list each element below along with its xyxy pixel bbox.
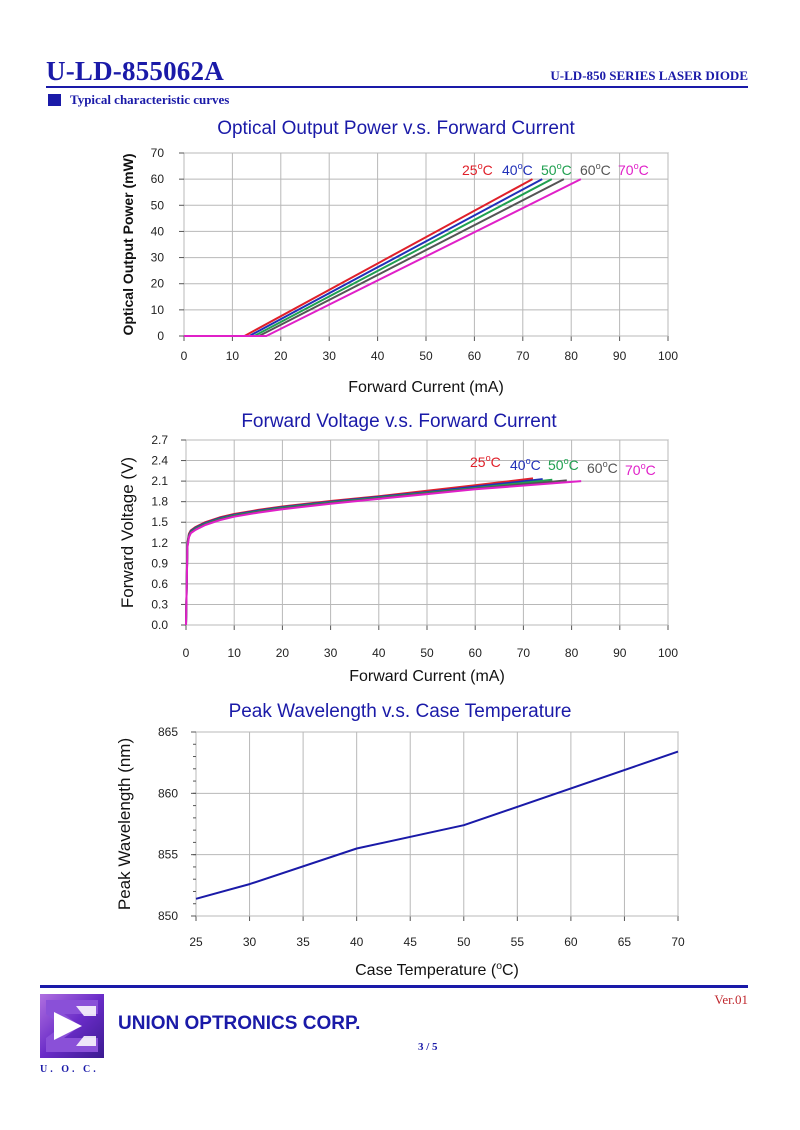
section-bullet-icon — [48, 94, 61, 106]
peak-wavelength-chart: 25 30 35 40 45 50 55 60 65 70 850 855 860 865 Peak Wav… — [115, 701, 685, 979]
footer-rule — [40, 985, 748, 988]
x-tick-label: 10 — [228, 646, 242, 660]
x-tick-label: 45 — [404, 935, 418, 949]
legend-entry: 50oC — [541, 161, 572, 178]
y-axis-label: Forward Voltage (V) — [118, 457, 137, 608]
y-tick-label: 2.7 — [151, 433, 168, 447]
x-tick-label: 50 — [419, 349, 433, 363]
x-tick-label: 80 — [565, 349, 579, 363]
y-tick-label: 0.9 — [151, 556, 168, 570]
x-tick-label: 10 — [226, 349, 240, 363]
y-tick-label: 30 — [151, 251, 165, 265]
y-tick-label: 1.5 — [151, 515, 168, 529]
x-tick-label: 100 — [658, 646, 678, 660]
legend-entry: 70oC — [618, 161, 649, 178]
x-tick-label: 35 — [296, 935, 310, 949]
series-label: U-LD-850 SERIES LASER DIODE — [550, 68, 748, 83]
legend-entry: 50oC — [548, 456, 579, 473]
x-tick-label: 90 — [613, 646, 627, 660]
y-tick-label: 860 — [158, 786, 178, 800]
y-axis-label: Optical Output Power (mW) — [120, 154, 136, 336]
y-tick-label: 855 — [158, 848, 178, 862]
legend-entry: 60oC — [580, 161, 611, 178]
x-tick-label: 60 — [468, 349, 482, 363]
y-tick-label: 50 — [151, 198, 165, 212]
y-tick-label: 850 — [158, 909, 178, 923]
legend-entry: 60oC — [587, 459, 618, 476]
uoc-logo — [40, 994, 104, 1058]
x-tick-label: 60 — [469, 646, 483, 660]
x-tick-label: 30 — [323, 349, 337, 363]
x-tick-label: 40 — [350, 935, 364, 949]
x-axis-label: Forward Current (mA) — [348, 379, 504, 396]
section-title: Typical characteristic curves — [70, 92, 230, 107]
x-tick-label: 70 — [516, 349, 530, 363]
plot-area — [195, 731, 679, 917]
x-tick-label: 100 — [658, 349, 678, 363]
x-tick-label: 50 — [420, 646, 434, 660]
part-number-title: U-LD-855062A — [46, 56, 224, 86]
y-tick-label: 0 — [157, 329, 164, 343]
y-tick-label: 0.0 — [151, 618, 168, 632]
legend-entry: 40oC — [502, 161, 533, 178]
y-axis-label: Peak Wavelength (nm) — [115, 738, 134, 910]
y-tick-label: 20 — [151, 277, 165, 291]
optical-power-chart: 0 10 20 30 40 50 60 70 80 90 100 0 10 20 30 40 50 60 70 Opt… — [120, 118, 678, 396]
legend-entry: 40oC — [510, 456, 541, 473]
legend-entry: 25oC — [462, 161, 493, 178]
logo-caption: U. O. C. — [40, 1064, 99, 1075]
x-tick-label: 70 — [671, 935, 685, 949]
legend-entry: 70oC — [625, 461, 656, 478]
x-tick-label: 70 — [517, 646, 531, 660]
x-tick-label: 60 — [564, 935, 578, 949]
y-tick-label: 40 — [151, 224, 165, 238]
x-tick-label: 55 — [511, 935, 525, 949]
series-line-5 — [185, 480, 582, 626]
header-rule — [46, 86, 748, 88]
chart-title: Peak Wavelength v.s. Case Temperature — [229, 701, 572, 722]
y-tick-label: 10 — [151, 303, 165, 317]
page-number: 3 / 5 — [418, 1041, 438, 1053]
chart-title: Forward Voltage v.s. Forward Current — [241, 411, 557, 432]
y-tick-label: 1.2 — [151, 536, 168, 550]
y-tick-label: 0.6 — [151, 577, 168, 591]
y-tick-label: 0.3 — [151, 597, 168, 611]
y-tick-label: 1.8 — [151, 495, 168, 509]
company-name: UNION OPTRONICS CORP. — [118, 1013, 361, 1034]
x-tick-label: 40 — [372, 646, 386, 660]
series-line-5 — [184, 178, 582, 337]
forward-voltage-chart: 0 10 20 30 40 50 60 70 80 90 100 0.0 0.3 0.6 0.9 1.2 1.5… — [118, 411, 678, 685]
y-tick-label: 2.4 — [151, 454, 168, 468]
version-label: Ver.01 — [714, 992, 748, 1007]
x-axis-label: Forward Current (mA) — [349, 668, 505, 685]
x-tick-label: 20 — [276, 646, 290, 660]
x-tick-label: 0 — [181, 349, 188, 363]
x-tick-label: 20 — [274, 349, 288, 363]
y-tick-label: 2.1 — [151, 474, 168, 488]
y-tick-label: 60 — [151, 172, 165, 186]
chart-title: Optical Output Power v.s. Forward Curren… — [217, 118, 575, 139]
x-tick-label: 90 — [613, 349, 627, 363]
x-tick-label: 25 — [189, 935, 203, 949]
x-tick-label: 50 — [457, 935, 471, 949]
x-tick-label: 40 — [371, 349, 385, 363]
x-axis-label: Case Temperature (oC) — [355, 961, 519, 979]
x-tick-label: 65 — [618, 935, 632, 949]
y-tick-label: 865 — [158, 725, 178, 739]
legend-entry: 25oC — [470, 453, 501, 470]
series-line-1 — [195, 750, 679, 900]
x-tick-label: 30 — [324, 646, 338, 660]
x-tick-label: 80 — [565, 646, 579, 660]
x-tick-label: 30 — [243, 935, 257, 949]
x-tick-label: 0 — [183, 646, 190, 660]
y-tick-label: 70 — [151, 146, 165, 160]
